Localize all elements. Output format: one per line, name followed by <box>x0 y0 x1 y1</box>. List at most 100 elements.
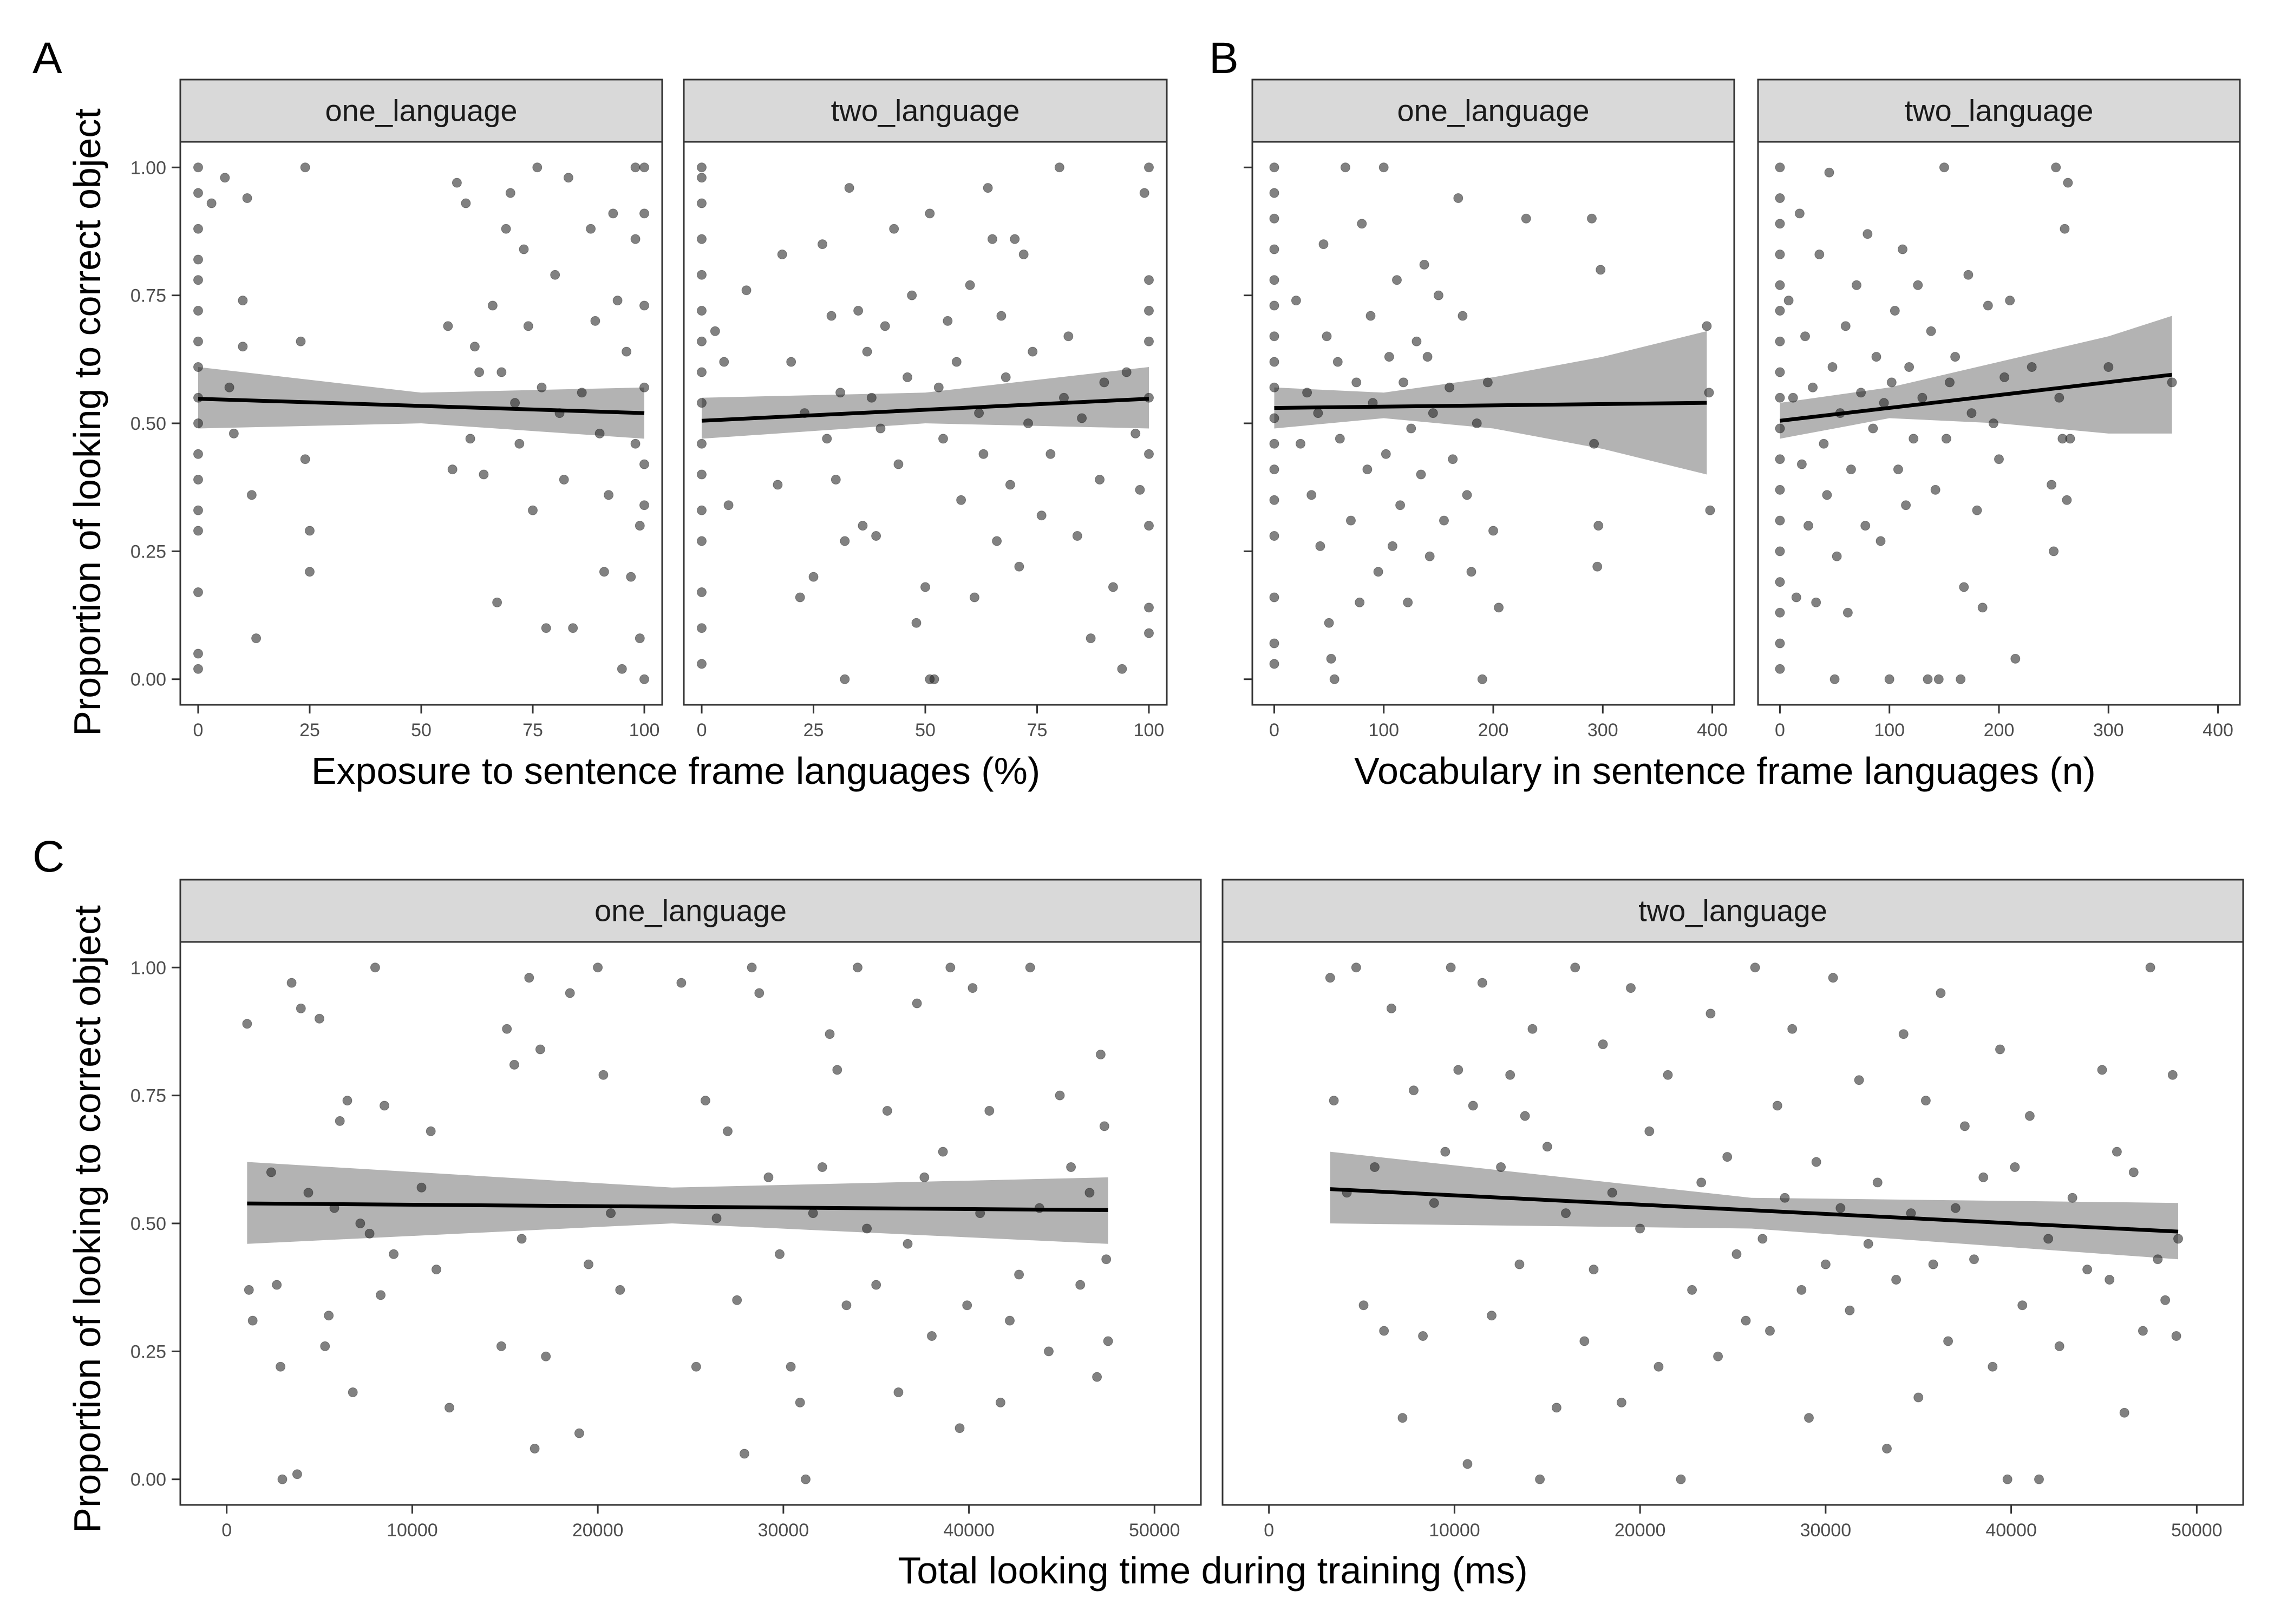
data-point <box>723 1126 733 1136</box>
data-point <box>1063 331 1074 342</box>
data-point <box>1593 521 1604 531</box>
facet-strip <box>179 78 663 143</box>
data-point <box>599 567 609 577</box>
data-point <box>1775 367 1785 377</box>
data-point <box>1144 521 1154 531</box>
data-point <box>719 357 729 367</box>
data-point <box>639 674 649 684</box>
data-point <box>1822 490 1832 500</box>
data-point <box>862 346 872 357</box>
data-point <box>697 336 707 346</box>
data-point <box>1409 1085 1419 1096</box>
data-point <box>987 234 997 244</box>
data-point <box>1811 597 1821 607</box>
data-point <box>1945 377 1955 388</box>
data-point <box>1379 1326 1389 1336</box>
confidence-band <box>198 367 644 439</box>
data-point <box>1527 1024 1538 1034</box>
data-point <box>296 1003 306 1013</box>
data-point <box>1923 674 1933 684</box>
data-point <box>818 239 827 250</box>
data-point <box>389 1249 399 1259</box>
data-point <box>1772 1101 1782 1111</box>
data-point <box>1439 515 1449 526</box>
data-point <box>1775 193 1785 203</box>
data-point <box>1808 382 1818 392</box>
data-point <box>697 173 707 183</box>
data-point <box>1269 413 1279 423</box>
data-point <box>992 536 1002 546</box>
data-point <box>1988 418 1998 428</box>
data-point <box>844 183 854 193</box>
data-point <box>1332 357 1343 367</box>
data-point <box>532 162 543 173</box>
data-point <box>1001 372 1011 382</box>
data-point <box>606 1208 616 1219</box>
data-point <box>1977 603 1988 613</box>
data-point <box>1791 592 1801 603</box>
data-point <box>1468 1101 1478 1111</box>
data-point <box>1424 551 1435 561</box>
data-point <box>1477 978 1487 988</box>
data-point <box>519 244 529 254</box>
data-point <box>1663 1070 1673 1080</box>
x-tick-label: 20000 <box>572 1520 624 1541</box>
data-point <box>246 490 257 500</box>
data-point <box>1876 536 1886 546</box>
data-point <box>1269 357 1279 367</box>
data-point <box>1765 1326 1775 1336</box>
x-tick-label: 30000 <box>758 1520 809 1541</box>
data-point <box>1852 280 1861 290</box>
data-point <box>786 1361 796 1372</box>
data-point <box>969 592 979 603</box>
data-point <box>773 480 783 490</box>
data-point <box>1018 250 1029 259</box>
data-point <box>626 572 636 582</box>
x-tick-label: 50 <box>411 720 432 741</box>
data-point <box>968 983 978 993</box>
data-point <box>1446 962 1456 973</box>
data-point <box>1324 618 1334 628</box>
data-point <box>426 1126 436 1136</box>
data-point <box>193 418 203 428</box>
data-point <box>841 1300 852 1311</box>
data-point <box>700 1096 710 1106</box>
data-point <box>697 306 707 316</box>
data-point <box>1845 1305 1855 1315</box>
x-tick-label: 100 <box>1134 720 1165 741</box>
data-point <box>1010 234 1020 244</box>
data-point <box>1589 438 1599 449</box>
data-point <box>1084 1188 1095 1198</box>
data-point <box>835 388 846 398</box>
x-tick-label: 40000 <box>943 1520 995 1541</box>
data-point <box>697 536 707 546</box>
data-point <box>1542 1142 1552 1152</box>
data-point <box>639 500 649 510</box>
facets: one_language 0 25 50 75 100 0.00 0.25 0.50 0.75 1.… <box>130 78 2244 1541</box>
data-point <box>639 162 649 173</box>
data-point <box>1835 1203 1846 1213</box>
data-point <box>635 521 645 531</box>
data-point <box>193 224 203 234</box>
data-point <box>1959 1121 1970 1131</box>
data-point <box>925 208 935 219</box>
data-point <box>502 1024 512 1034</box>
data-point <box>617 664 627 674</box>
data-point <box>1395 500 1406 510</box>
data-point <box>1978 1172 1989 1182</box>
data-point <box>541 1351 551 1361</box>
x-tick-label: 100 <box>1874 720 1905 741</box>
data-point <box>193 162 203 173</box>
data-point <box>1144 449 1154 459</box>
data-point <box>974 408 984 418</box>
data-point <box>193 254 203 265</box>
fit-line <box>701 397 1149 423</box>
data-point <box>474 367 485 377</box>
data-point <box>741 285 752 296</box>
data-point <box>1399 377 1409 388</box>
data-point <box>1775 577 1785 587</box>
x-tick-label: 10000 <box>387 1520 438 1541</box>
data-point <box>1403 597 1413 607</box>
data-point <box>1917 392 1927 403</box>
x-axis-title-b: Vocabulary in sentence frame languages (… <box>1354 750 2096 792</box>
